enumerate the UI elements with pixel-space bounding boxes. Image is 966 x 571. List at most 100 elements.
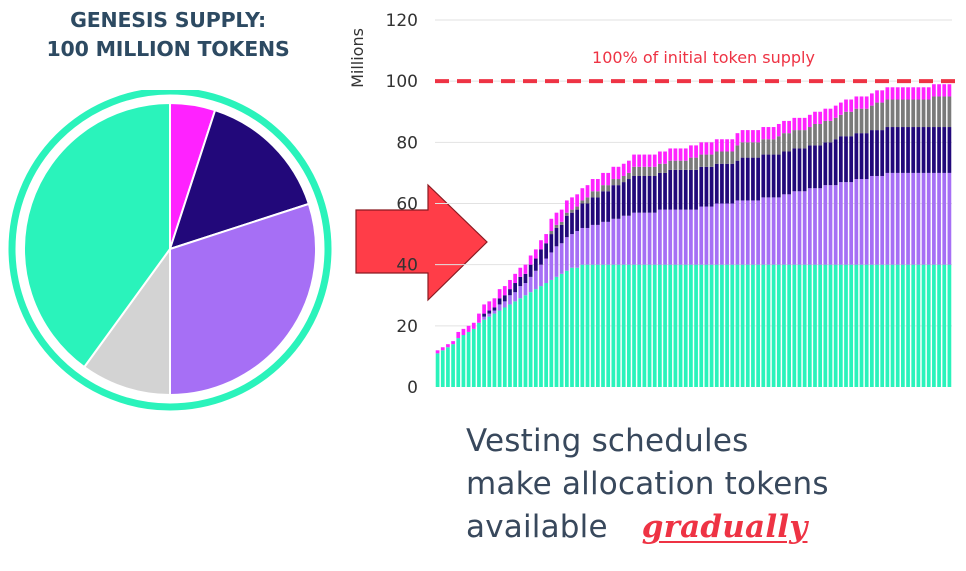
- bar-segment-s4-57: [725, 151, 729, 164]
- bar-segment-s2-38: [627, 215, 631, 265]
- pie-slice-4: [82, 245, 171, 397]
- bar-segment-s2-46: [668, 209, 673, 265]
- bar-segment-s3-12: [492, 307, 497, 311]
- bar-segment-s5-54: [709, 142, 714, 155]
- bar-segment-s5-53: [704, 142, 709, 155]
- bar-column-94: [916, 87, 921, 387]
- bar-segment-s2-68: [782, 194, 786, 265]
- bar-segment-s2-17: [518, 286, 523, 299]
- bar-segment-s4-43: [652, 166, 657, 176]
- bar-segment-s5-46: [668, 148, 673, 161]
- bar-segment-s3-62: [751, 157, 755, 201]
- bar-segment-s5-34: [606, 172, 611, 186]
- bar-segment-s2-30: [585, 227, 590, 265]
- y-tick-label-20: 20: [396, 317, 418, 337]
- bar-column-17: [518, 267, 523, 387]
- bar-column-81: [849, 99, 854, 387]
- pie-slices: [22, 101, 317, 397]
- bar-segment-s3-90: [895, 127, 900, 173]
- bar-column-21: [539, 240, 543, 387]
- bar-column-79: [838, 102, 843, 387]
- bar-segment-s1-16: [513, 301, 517, 387]
- bar-segment-s2-94: [916, 172, 921, 265]
- bar-segment-s3-65: [766, 154, 771, 198]
- bar-segment-s4-44: [658, 163, 662, 173]
- bar-segment-s2-91: [901, 172, 905, 265]
- bar-segment-s3-27: [570, 212, 574, 235]
- bar-segment-s1-57: [725, 264, 729, 387]
- bar-segment-s3-73: [807, 145, 812, 189]
- bar-segment-s5-50: [689, 145, 693, 158]
- bar-segment-s4-79: [838, 114, 843, 137]
- bar-segment-s1-18: [523, 295, 528, 387]
- bar-segment-s2-62: [751, 200, 755, 265]
- bar-segment-s5-33: [601, 172, 605, 186]
- genesis-title-line1: GENESIS SUPPLY:: [70, 8, 266, 32]
- bar-segment-s5-37: [621, 163, 626, 176]
- bar-column-50: [689, 145, 693, 387]
- bar-segment-s2-49: [683, 209, 688, 265]
- bar-segment-s1-71: [797, 264, 802, 387]
- bar-segment-s3-45: [663, 172, 667, 210]
- bar-segment-s1-21: [539, 286, 543, 387]
- bar-column-93: [911, 87, 916, 387]
- bar-column-74: [813, 111, 817, 387]
- bar-column-30: [585, 185, 590, 387]
- bar-segment-s2-74: [813, 188, 817, 265]
- bar-segment-s2-96: [926, 172, 931, 265]
- bar-column-36: [616, 166, 621, 387]
- bar-segment-s4-89: [890, 99, 895, 128]
- bar-segment-s4-50: [689, 157, 693, 170]
- bar-segment-s1-43: [652, 264, 657, 387]
- bar-segment-s4-90: [895, 99, 900, 128]
- bar-segment-s4-94: [916, 99, 921, 128]
- bar-segment-s2-98: [937, 172, 941, 265]
- bar-segment-s1-19: [528, 292, 533, 387]
- bar-column-33: [601, 172, 605, 387]
- bar-segment-s5-95: [921, 87, 926, 100]
- bar-segment-s5-8: [471, 322, 476, 329]
- bar-segment-s2-39: [632, 212, 636, 265]
- bar-segment-s1-12: [492, 313, 497, 387]
- bar-column-86: [875, 90, 879, 387]
- bar-segment-s2-69: [787, 194, 791, 265]
- bar-column-34: [606, 172, 611, 387]
- bar-segment-s2-44: [658, 209, 662, 265]
- bar-segment-s1-29: [580, 264, 585, 387]
- bar-segment-s3-87: [880, 130, 885, 176]
- bar-column-35: [611, 166, 616, 387]
- bar-segment-s1-22: [544, 283, 549, 387]
- bar-segment-s2-33: [601, 221, 605, 265]
- bar-segment-s2-83: [859, 179, 864, 265]
- bar-segment-s3-11: [487, 310, 492, 314]
- caption-line2: make allocation tokens: [466, 466, 829, 502]
- bar-segment-s1-91: [901, 264, 905, 387]
- bar-segment-s3-22: [544, 243, 549, 259]
- bar-segment-s3-97: [932, 127, 936, 173]
- bar-segment-s3-58: [730, 163, 735, 204]
- bar-segment-s4-98: [937, 96, 941, 128]
- bar-segment-s2-60: [740, 200, 745, 265]
- bar-segment-s1-15: [508, 304, 512, 387]
- bar-segment-s1-78: [833, 264, 838, 387]
- bar-segment-s1-8: [471, 328, 476, 387]
- y-tick-label-100: 100: [386, 72, 418, 92]
- bar-segment-s2-21: [539, 264, 543, 287]
- bar-segment-s3-56: [720, 163, 724, 204]
- bar-segment-s3-48: [678, 169, 683, 210]
- bar-segment-s5-7: [466, 325, 471, 332]
- bar-segment-s5-64: [761, 127, 766, 140]
- bar-segment-s1-52: [699, 264, 704, 387]
- bar-segment-s1-9: [477, 322, 481, 387]
- bar-column-46: [668, 148, 673, 387]
- bar-segment-s1-72: [802, 264, 807, 387]
- bar-segment-s5-94: [916, 87, 921, 100]
- bar-column-27: [570, 197, 574, 387]
- bar-column-76: [823, 108, 828, 387]
- bar-segment-s2-100: [947, 172, 952, 265]
- bar-segment-s1-48: [678, 264, 683, 387]
- bar-segment-s5-97: [932, 84, 936, 97]
- bar-column-82: [854, 96, 859, 387]
- bar-segment-s1-11: [487, 316, 492, 387]
- bar-segment-s3-47: [673, 169, 678, 210]
